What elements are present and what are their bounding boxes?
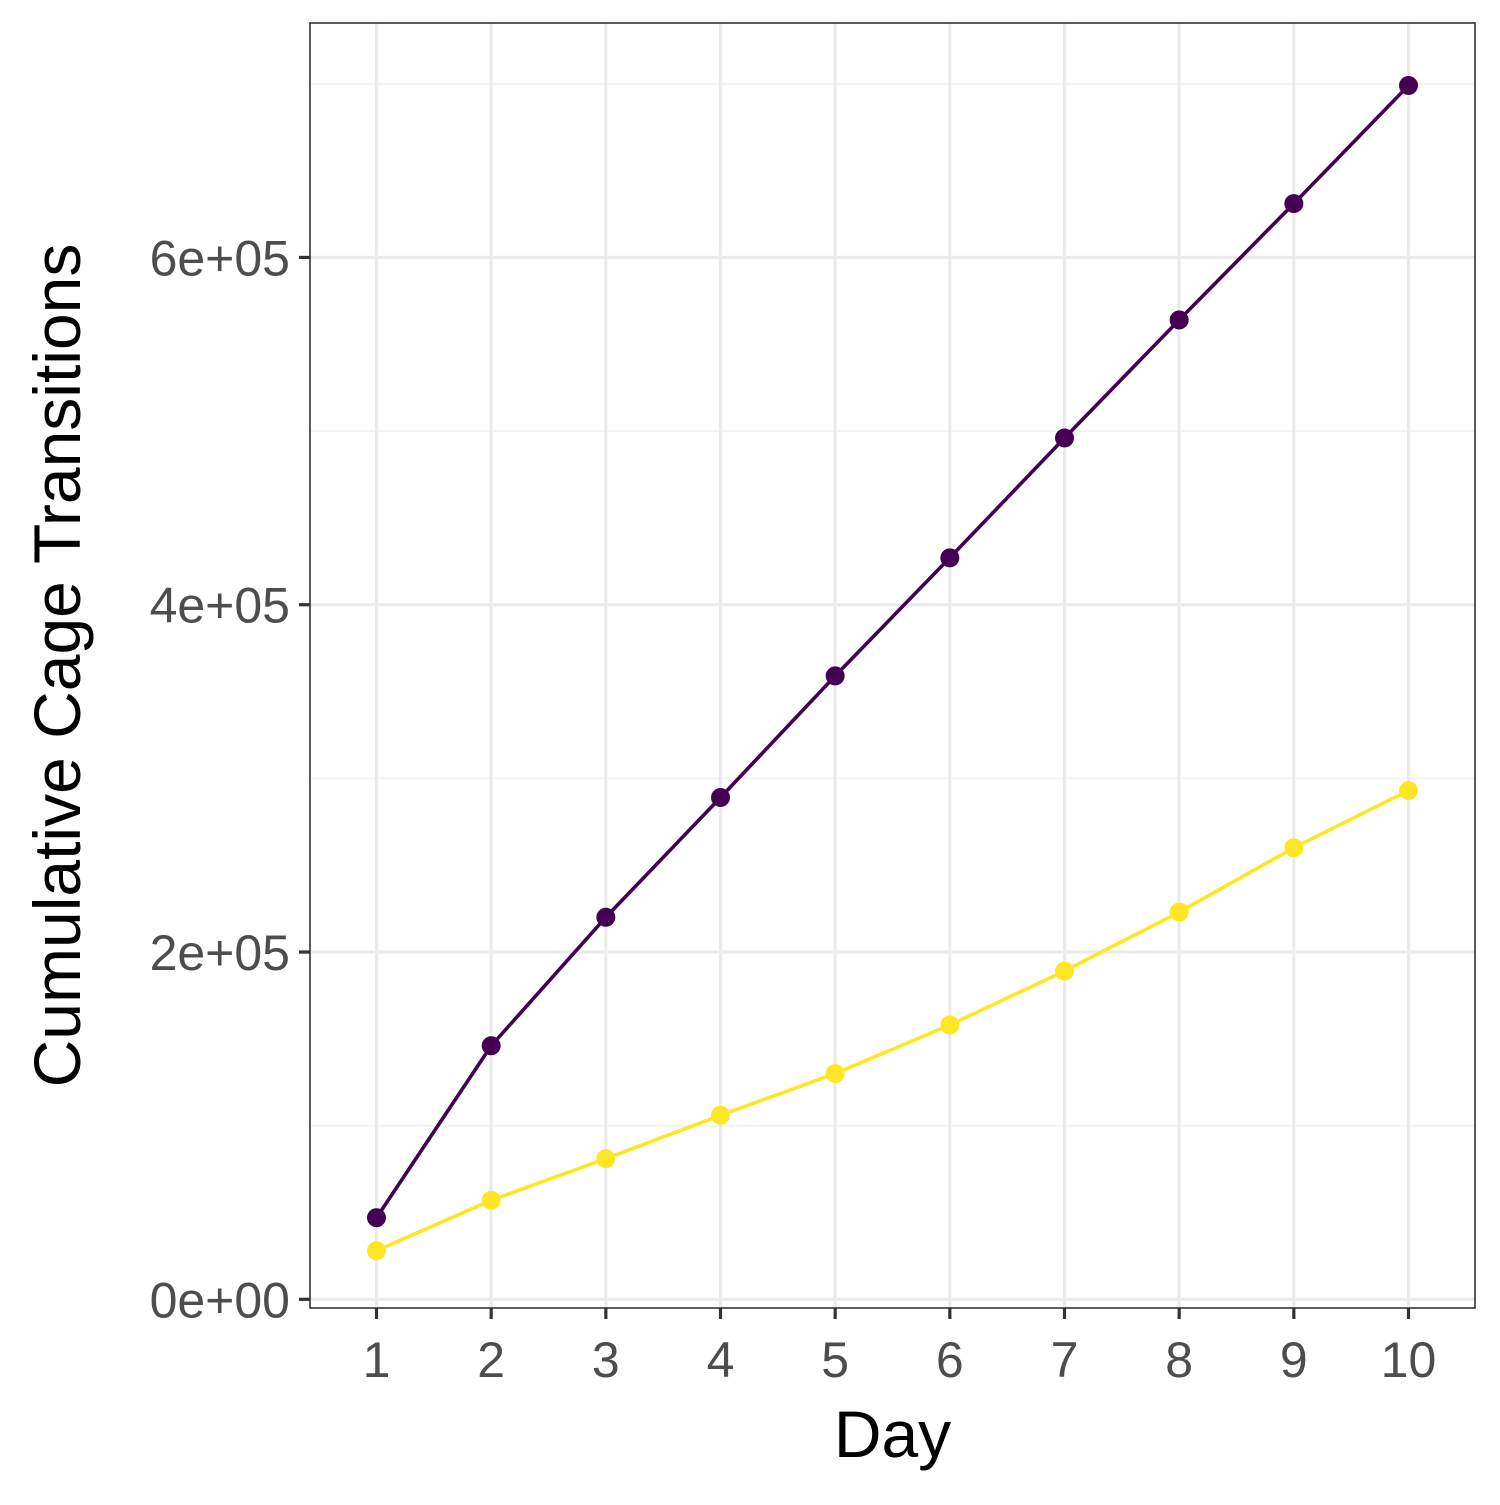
- x-tick-label: 6: [936, 1332, 964, 1388]
- series-2-point: [711, 1105, 731, 1125]
- series-1-point: [711, 787, 731, 807]
- series-1-point: [1054, 428, 1074, 448]
- series-1-point: [367, 1208, 387, 1228]
- series-1-point: [481, 1036, 501, 1056]
- series-2-point: [940, 1015, 960, 1035]
- x-axis-title: Day: [834, 1397, 951, 1471]
- y-tick-label: 0e+00: [150, 1272, 290, 1328]
- series-1-point: [1169, 310, 1189, 330]
- series-2-point: [1169, 902, 1189, 922]
- series-1-point: [1284, 194, 1304, 214]
- x-tick-label: 1: [363, 1332, 391, 1388]
- major-gridlines: [310, 23, 1475, 1308]
- x-tick-label: 9: [1280, 1332, 1308, 1388]
- x-tick-label: 4: [707, 1332, 735, 1388]
- series-layer: [367, 76, 1418, 1261]
- series-2-line: [375, 788, 1410, 1253]
- x-tick-label: 8: [1165, 1332, 1193, 1388]
- axis-ticks: [299, 255, 1411, 1319]
- series-2-point: [481, 1190, 501, 1210]
- series-2-point: [1398, 781, 1418, 801]
- series-1-line: [375, 84, 1410, 1219]
- y-tick-label: 4e+05: [150, 578, 290, 634]
- series-1-point: [596, 907, 616, 927]
- series-1-point: [1398, 76, 1418, 96]
- x-tick-labels: 1 2 3 4 5 6 7 8 9 10: [363, 1332, 1437, 1388]
- series-1-point: [940, 548, 960, 568]
- panel-border: [309, 22, 1476, 1309]
- series-2-point: [1284, 838, 1304, 858]
- minor-gridlines: [310, 82, 1475, 1127]
- y-axis-title: Cumulative Cage Transitions: [20, 244, 94, 1088]
- series-2-point: [1054, 961, 1074, 981]
- y-tick-labels: 0e+00 2e+05 4e+05 6e+05: [150, 230, 290, 1328]
- y-tick-label: 2e+05: [150, 925, 290, 981]
- series-2-point: [825, 1064, 845, 1084]
- x-tick-label: 2: [477, 1332, 505, 1388]
- x-tick-label: 10: [1381, 1332, 1437, 1388]
- y-tick-label: 6e+05: [150, 230, 290, 286]
- x-tick-label: 5: [821, 1332, 849, 1388]
- x-tick-label: 7: [1051, 1332, 1079, 1388]
- series-2-point: [596, 1149, 616, 1169]
- series-1-point: [825, 666, 845, 686]
- x-tick-label: 3: [592, 1332, 620, 1388]
- series-2-point: [367, 1241, 387, 1261]
